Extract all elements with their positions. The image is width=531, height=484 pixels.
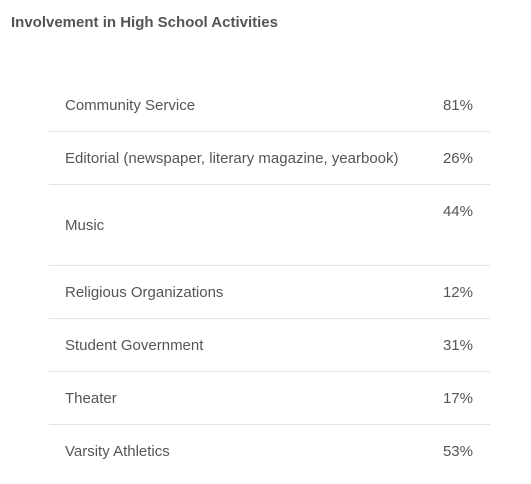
- activities-table: Community Service 81% Editorial (newspap…: [49, 79, 490, 478]
- activity-label: Editorial (newspaper, literary magazine,…: [65, 150, 399, 167]
- activity-percentage: 17%: [442, 390, 473, 407]
- section-title: Involvement in High School Activities: [11, 14, 278, 31]
- activity-percentage: 53%: [442, 443, 473, 460]
- activity-label: Music: [65, 217, 105, 234]
- table-row: Community Service 81%: [49, 79, 490, 132]
- table-row: Music 44%: [49, 185, 490, 266]
- activity-percentage: 26%: [442, 150, 473, 167]
- activity-label: Community Service: [65, 97, 196, 114]
- activity-label: Theater: [65, 390, 117, 407]
- table-row: Student Government 31%: [49, 319, 490, 372]
- activity-label: Student Government: [65, 337, 204, 354]
- table-row: Theater 17%: [49, 372, 490, 425]
- activity-percentage: 12%: [442, 284, 473, 301]
- activity-label: Religious Organizations: [65, 284, 224, 301]
- table-row: Editorial (newspaper, literary magazine,…: [49, 132, 490, 185]
- activity-percentage: 31%: [442, 337, 473, 354]
- table-row: Varsity Athletics 53%: [49, 425, 490, 478]
- table-row: Religious Organizations 12%: [49, 266, 490, 319]
- activity-label: Varsity Athletics: [65, 443, 170, 460]
- activity-percentage: 44%: [442, 203, 473, 220]
- activity-percentage: 81%: [442, 97, 473, 114]
